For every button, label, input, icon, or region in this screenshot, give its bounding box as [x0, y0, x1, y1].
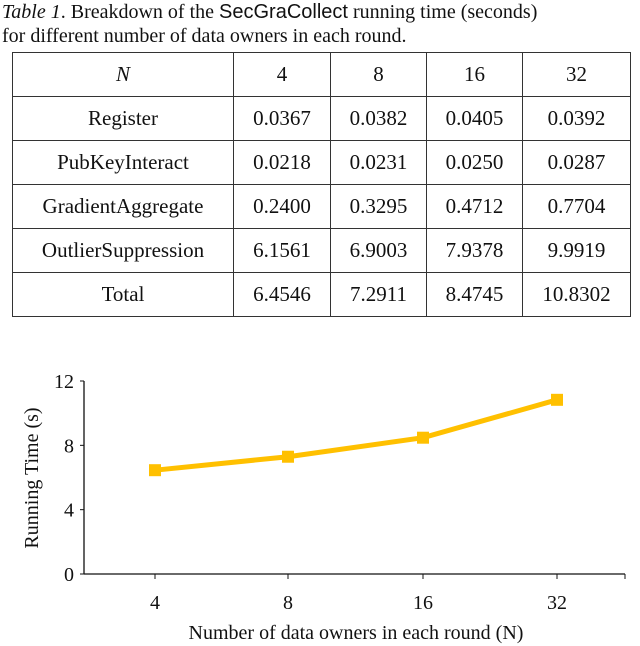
row-label: GradientAggregate [12, 184, 234, 229]
value-cell: 6.9003 [330, 228, 427, 273]
caption-text-end: running time (seconds) [347, 1, 538, 23]
value-cell: 0.4712 [426, 184, 523, 229]
system-name: SecGraCollect [219, 1, 348, 23]
runtime-chart: 0 4 8 12 4 8 16 32 Number of data owners in eac… [21, 371, 626, 644]
value-cell: 6.4546 [233, 272, 331, 317]
table-header: N 4 8 16 32 [12, 52, 631, 97]
table-row: GradientAggregate 0.2400 0.3295 0.4712 0.770… [12, 184, 631, 229]
row-label: Register [12, 96, 234, 141]
row-label: Total [12, 272, 234, 317]
row-label: OutlierSuppression [12, 228, 234, 273]
data-point [149, 464, 161, 477]
x-tick-label: 8 [283, 592, 293, 614]
caption-text: . Breakdown of the [60, 1, 220, 23]
x-tick-label: 4 [150, 592, 160, 614]
value-cell: 6.1561 [233, 228, 331, 273]
value-cell: 0.0231 [330, 140, 427, 185]
table-row: Total 6.4546 7.2911 8.4745 10.8302 [12, 272, 631, 317]
row-label: PubKeyInteract [12, 140, 234, 185]
value-cell: 0.0392 [522, 96, 631, 141]
value-cell: 0.0287 [522, 140, 631, 185]
caption-label: Table 1 [2, 1, 61, 23]
header-cell: 16 [426, 52, 523, 97]
data-point [417, 431, 429, 444]
x-axis-label: Number of data owners in each round (N) [189, 622, 524, 644]
y-axis-label: Running Time (s) [21, 407, 43, 548]
runtime-table: N 4 8 16 32 Register 0.0367 0.0382 0.0405 0.… [12, 52, 631, 317]
header-cell: N [12, 52, 234, 97]
value-cell: 0.0405 [426, 96, 523, 141]
table-row: OutlierSuppression 6.1561 6.9003 7.9378 9.99… [12, 228, 631, 273]
table-row: Register 0.0367 0.0382 0.0405 0.0392 [12, 96, 631, 141]
value-cell: 8.4745 [426, 272, 523, 317]
header-cell: 4 [233, 52, 331, 97]
value-cell: 0.0218 [233, 140, 331, 185]
value-cell: 9.9919 [522, 228, 631, 273]
value-cell: 10.8302 [522, 272, 631, 317]
header-cell: 8 [330, 52, 427, 97]
table-caption: Table 1. Breakdown of the SecGraCollect … [2, 0, 537, 24]
y-tick-label: 12 [54, 371, 74, 393]
caption-line2: for different number of data owners in e… [2, 25, 407, 47]
value-cell: 0.3295 [330, 184, 427, 229]
header-cell: 32 [522, 52, 631, 97]
data-point [282, 450, 294, 463]
table-row: PubKeyInteract 0.0218 0.0231 0.0250 0.0287 [12, 140, 631, 185]
value-cell: 7.9378 [426, 228, 523, 273]
x-tick-label: 32 [547, 592, 567, 614]
value-cell: 0.0250 [426, 140, 523, 185]
value-cell: 0.0382 [330, 96, 427, 141]
y-tick-label: 0 [64, 564, 74, 586]
x-tick-label: 16 [413, 592, 433, 614]
header-n: N [115, 62, 130, 86]
value-cell: 0.0367 [233, 96, 331, 141]
data-point [551, 393, 563, 406]
y-tick-label: 4 [64, 500, 74, 522]
value-cell: 0.2400 [233, 184, 331, 229]
value-cell: 7.2911 [330, 272, 427, 317]
series-line [154, 397, 558, 473]
value-cell: 0.7704 [522, 184, 631, 229]
y-tick-label: 8 [64, 435, 74, 457]
